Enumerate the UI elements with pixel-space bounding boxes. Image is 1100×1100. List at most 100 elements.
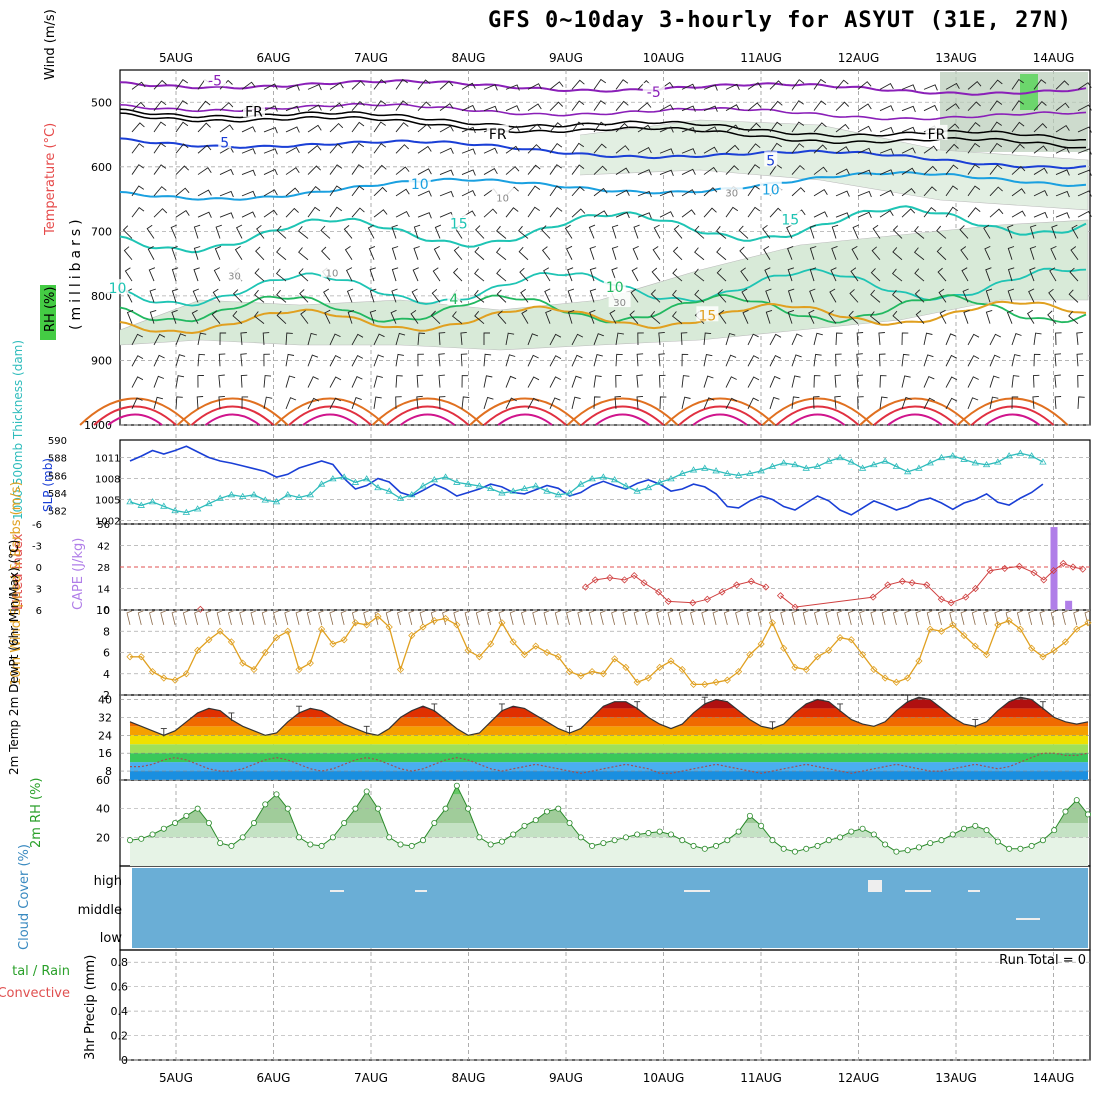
wind-barb (1012, 211, 1025, 217)
wind-barb (417, 375, 423, 387)
wind-barb (506, 208, 518, 217)
surface-barb (860, 611, 865, 625)
rh-marker (725, 838, 730, 843)
wind-tick: 10 (96, 604, 110, 617)
precip-tick: 0.8 (111, 956, 129, 969)
surface-barb (905, 611, 910, 625)
precip-total-rain-label: tal / Rain (12, 964, 70, 979)
surface-barb (274, 611, 279, 625)
wind-barb (990, 209, 1003, 217)
surface-barb (533, 611, 538, 625)
li-tick: -6 (32, 520, 42, 531)
surface-barb (792, 611, 797, 625)
wind-barb (814, 333, 823, 345)
date-label-top: 10AUG (643, 51, 685, 65)
rh-marker (781, 846, 786, 851)
rh-tick: 60 (96, 774, 110, 787)
wind-barb (567, 246, 572, 259)
wind-barb (242, 191, 255, 197)
precip-tick: 0.2 (111, 1030, 129, 1043)
rh-marker (206, 820, 211, 825)
wind-barb (814, 190, 827, 196)
wind-barb (589, 225, 595, 238)
rh-marker (567, 820, 572, 825)
surface-barb (285, 611, 290, 625)
wind-barb (413, 268, 419, 281)
wind-barb (132, 356, 143, 367)
rh-marker (1029, 843, 1034, 848)
contour-bl-warm (470, 399, 580, 426)
wind-barb (528, 377, 539, 388)
surface-barb (307, 611, 312, 625)
wind-barb (396, 123, 408, 132)
wind-barb (1034, 333, 1042, 345)
wind-barb (550, 82, 563, 89)
wind-barb (439, 354, 445, 367)
precip-tick: 0 (121, 1054, 128, 1067)
surface-barb (713, 611, 718, 625)
date-label-top: 12AUG (838, 51, 880, 65)
wind-barb (924, 85, 937, 91)
wind-barb (236, 246, 243, 259)
surface-barb (691, 611, 696, 625)
wind-barb (964, 310, 970, 323)
wind-barb (396, 145, 409, 154)
wind-barb (475, 269, 484, 281)
wind-barb (299, 226, 308, 238)
contour-bl-warm (596, 415, 650, 426)
surface-barb (781, 611, 786, 625)
slp-line (130, 446, 1043, 515)
contour-label: FR (489, 127, 507, 143)
wind-barb (264, 149, 277, 155)
wind-barb (396, 101, 408, 111)
contour-label: -5 (647, 85, 661, 101)
surface-barb (578, 611, 583, 625)
contour-bl-warm (874, 407, 956, 426)
wind-barb (1056, 213, 1069, 219)
rh-marker (308, 842, 313, 847)
wind-barb (418, 213, 431, 219)
wind-barb (219, 375, 225, 388)
date-label-bottom: 8AUG (452, 1071, 486, 1085)
rh-marker (387, 835, 392, 840)
thickness-line (130, 453, 1043, 512)
slp-tick: 1005 (95, 496, 120, 507)
rh-marker (466, 806, 471, 811)
wind-barb (519, 247, 528, 260)
wind-barb (638, 103, 651, 111)
wind-barb (374, 188, 387, 196)
wind-barb (440, 170, 453, 176)
precip-tick: 0.6 (111, 981, 129, 994)
wind-barb (176, 211, 189, 218)
surface-barb (724, 611, 729, 625)
precip-label: 3hr Precip (mm) (83, 955, 98, 1060)
wind-barb (616, 375, 622, 387)
wind-barb (321, 226, 330, 238)
wind-barb (792, 188, 805, 196)
surface-barb (420, 611, 425, 625)
wind-barb (632, 268, 638, 281)
surface-barb (183, 611, 188, 625)
contour-label: 10 (326, 268, 339, 279)
rh-marker (398, 842, 403, 847)
cloud-level-label: low (100, 931, 123, 946)
wind-barb (176, 188, 189, 196)
wind-barb (132, 165, 144, 175)
surface-barb (161, 611, 166, 625)
wind-barb (308, 146, 321, 154)
wind-barb (857, 354, 863, 367)
contour-label: 10 (496, 194, 509, 205)
cloud-patch (684, 890, 710, 892)
rh-marker (939, 838, 944, 843)
rh-marker (736, 829, 741, 834)
surface-barb (815, 611, 820, 625)
wind-barb (392, 247, 398, 260)
wind-barb (792, 334, 802, 345)
wind-barb (352, 143, 364, 153)
rh-marker (691, 843, 696, 848)
rh-marker (1040, 838, 1045, 843)
surface-barb (195, 611, 200, 625)
side-label-rh: RH (%) (43, 287, 58, 332)
wind-barb (653, 247, 660, 260)
wind-barb (242, 170, 255, 176)
